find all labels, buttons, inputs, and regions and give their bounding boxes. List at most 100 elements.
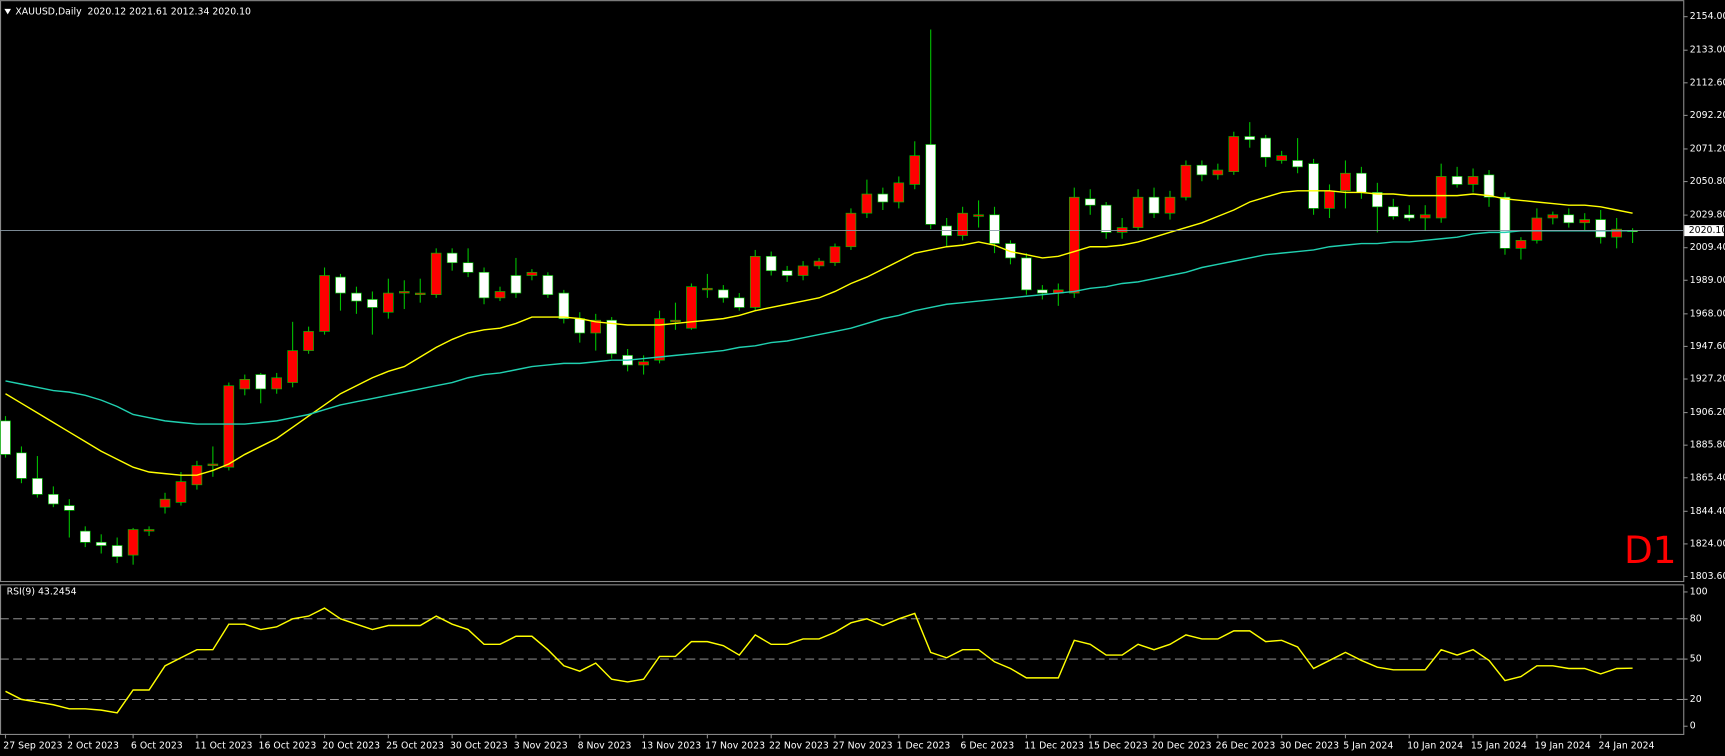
candle-body (1228, 136, 1240, 172)
y-tick-label: 1844.40 (1690, 506, 1725, 517)
candle-body (654, 318, 665, 361)
candle-body (877, 193, 889, 203)
candle-body (1451, 176, 1463, 185)
main-frame (0, 0, 1685, 583)
chart-title: XAUUSD,Daily 2020.12 2021.61 2012.34 202… (15, 7, 251, 18)
x-tick-label: 8 Nov 2023 (578, 740, 632, 751)
candle-body (893, 182, 905, 203)
candle-body (1547, 214, 1559, 219)
y-tick-label: 2009.40 (1690, 242, 1725, 253)
candle-body (351, 292, 362, 302)
candle-body (127, 529, 139, 556)
candle-body (1595, 219, 1606, 238)
candle-body (718, 289, 729, 299)
y-tick-label: 2050.80 (1690, 176, 1725, 187)
moving-average (5, 190, 1633, 476)
y-tick-label: 1803.60 (1690, 571, 1725, 582)
x-tick-label: 20 Oct 2023 (322, 740, 380, 751)
candle-body (271, 377, 282, 390)
candle-body (957, 212, 968, 236)
candle-body (1340, 172, 1351, 192)
moving-average (5, 230, 1633, 425)
candle-body (335, 276, 346, 294)
candle-body (845, 212, 857, 248)
candle-body (1388, 206, 1399, 217)
candle-body (749, 255, 761, 308)
y-tick-label: 2092.20 (1690, 110, 1725, 121)
candle-body (478, 271, 490, 299)
candle-body (462, 262, 474, 273)
y-tick-label: 1968.00 (1690, 308, 1725, 319)
y-tick-label: 0 (1690, 721, 1696, 732)
candle-body (590, 319, 601, 334)
x-tick-label: 3 Nov 2023 (514, 740, 568, 751)
y-tick-label: 80 (1690, 613, 1702, 624)
candle-body (1116, 227, 1128, 233)
candle-body (143, 529, 155, 532)
x-tick-label: 5 Jan 2024 (1343, 740, 1393, 751)
x-tick-label: 1 Dec 2023 (897, 740, 951, 751)
y-tick-label: 20 (1690, 694, 1702, 705)
candle-body (0, 420, 11, 455)
candle-body (1292, 160, 1303, 168)
y-tick-label: 2112.60 (1690, 77, 1725, 88)
timeframe-label: D1 (1624, 528, 1677, 572)
current-price-label: 2020.10 (1689, 225, 1725, 236)
y-tick-label: 2029.80 (1690, 210, 1725, 221)
current-price-box (1684, 225, 1724, 237)
candle-body (1244, 136, 1256, 141)
candle-body (1308, 163, 1319, 209)
candles (0, 29, 1638, 565)
candle-body (32, 478, 43, 495)
x-tick-label: 20 Dec 2023 (1152, 740, 1212, 751)
candle-body (1403, 214, 1415, 219)
candle-body (1499, 196, 1511, 249)
candle-body (1467, 176, 1479, 185)
candle-body (1132, 196, 1144, 228)
candle-body (1260, 137, 1271, 158)
candle-body (861, 193, 873, 214)
candle-body (1356, 172, 1367, 193)
x-tick-label: 22 Nov 2023 (769, 740, 829, 751)
candle-body (1005, 243, 1016, 259)
candle-body (1515, 240, 1527, 249)
candle-body (1100, 204, 1112, 233)
rsi-title: RSI(9) 43.2454 (7, 586, 77, 597)
x-tick-label: 27 Nov 2023 (833, 740, 893, 751)
candle-body (574, 318, 586, 334)
candle-body (1212, 169, 1224, 176)
y-tick-label: 1906.20 (1690, 407, 1725, 418)
candle-body (638, 361, 649, 366)
candle-body (526, 271, 538, 276)
candle-body (79, 530, 91, 543)
candle-body (255, 374, 267, 390)
candle-body (1483, 174, 1495, 198)
y-tick-label: 1824.00 (1690, 538, 1725, 549)
y-tick-label: 2071.20 (1690, 143, 1725, 154)
candle-body (446, 252, 458, 264)
candle-body (909, 155, 921, 185)
x-tick-label: 15 Jan 2024 (1471, 740, 1527, 751)
candle-body (319, 275, 330, 332)
x-tick-label: 11 Oct 2023 (195, 740, 253, 751)
x-tick-label: 24 Jan 2024 (1598, 740, 1654, 751)
x-tick-label: 15 Dec 2023 (1088, 740, 1148, 751)
y-tick-label: 2154.00 (1690, 11, 1725, 22)
candle-body (1068, 196, 1080, 294)
candle-body (1419, 214, 1431, 219)
candle-body (1372, 192, 1383, 208)
x-tick-label: 6 Dec 2023 (960, 740, 1014, 751)
candle-body (1531, 217, 1543, 241)
candle-body (1196, 164, 1208, 176)
candle-body (494, 291, 506, 299)
candle-body (159, 498, 171, 508)
candle-body (175, 481, 187, 503)
candle-body (383, 292, 394, 313)
y-tick-label: 1947.60 (1690, 341, 1725, 352)
collapse-icon (4, 8, 12, 15)
x-tick-label: 25 Oct 2023 (386, 740, 444, 751)
candle-body (989, 214, 1000, 244)
candle-body (303, 331, 314, 351)
